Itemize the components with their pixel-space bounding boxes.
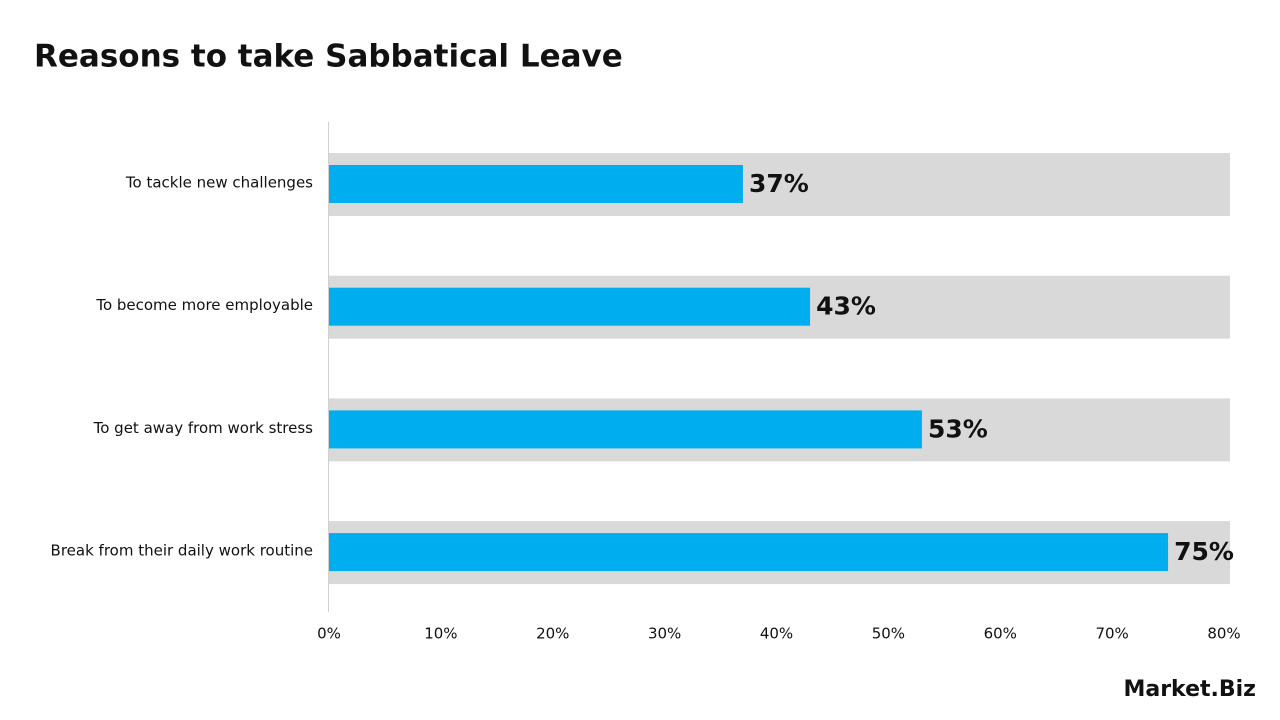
y-tick-label: To get away from work stress xyxy=(93,419,314,437)
x-tick-label: 50% xyxy=(872,625,905,643)
bar xyxy=(329,533,1169,572)
x-tick-label: 0% xyxy=(317,625,341,643)
y-tick-label: Break from their daily work routine xyxy=(51,542,313,560)
x-tick-label: 20% xyxy=(536,625,569,643)
x-tick-label: 10% xyxy=(424,625,457,643)
value-label: 75% xyxy=(1174,537,1234,566)
x-tick-label: 40% xyxy=(760,625,793,643)
chart-title: Reasons to take Sabbatical Leave xyxy=(34,39,623,75)
value-label: 43% xyxy=(816,292,876,321)
value-label: 53% xyxy=(928,414,988,443)
x-tick-label: 30% xyxy=(648,625,681,643)
x-tick-label: 70% xyxy=(1095,625,1128,643)
y-tick-label: To tackle new challenges xyxy=(125,174,313,192)
bar xyxy=(329,287,811,326)
bar xyxy=(329,165,743,203)
bar xyxy=(329,410,922,449)
x-tick-label: 60% xyxy=(984,625,1017,643)
x-tick-label: 80% xyxy=(1207,625,1240,643)
value-label: 37% xyxy=(749,169,809,198)
y-tick-label: To become more employable xyxy=(95,296,313,314)
brand-logo: Market.Biz xyxy=(1123,677,1256,702)
